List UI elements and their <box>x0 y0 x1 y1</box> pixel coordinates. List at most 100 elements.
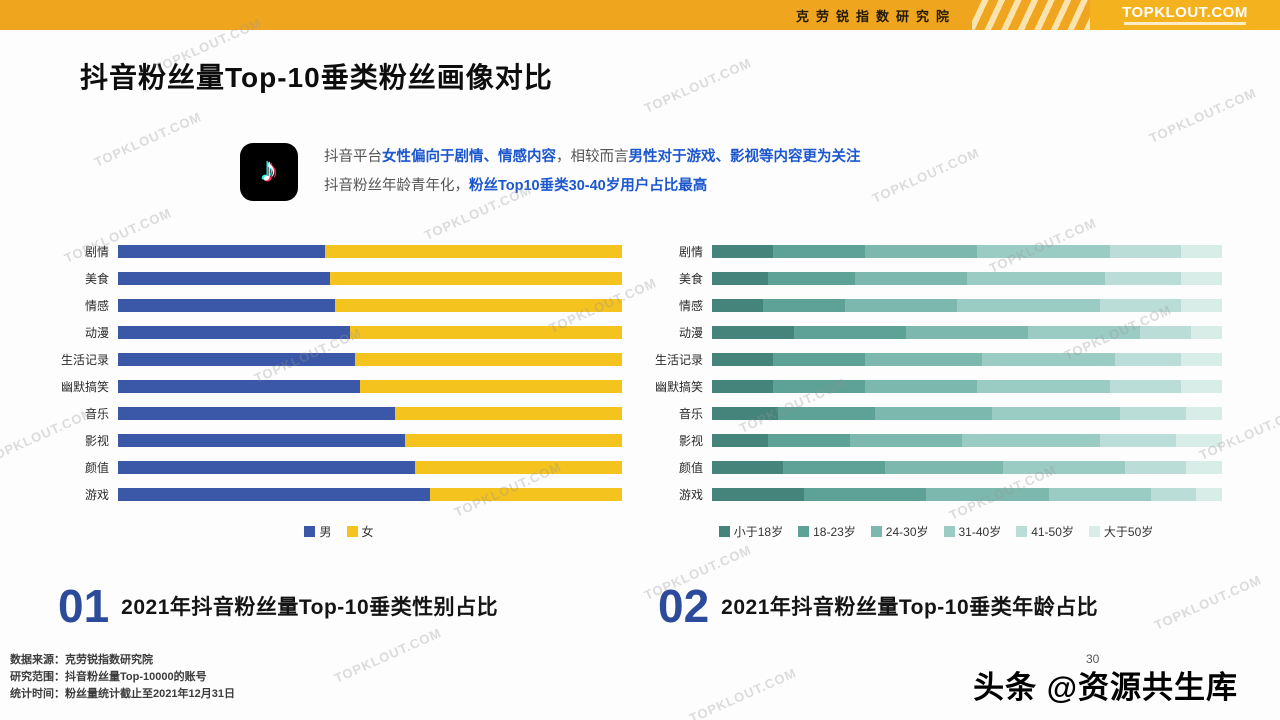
chart-row: 情感 <box>56 292 622 319</box>
category-label: 音乐 <box>84 407 109 421</box>
bar-segment <box>885 461 1003 474</box>
bar-segment <box>329 272 622 285</box>
bar-segment <box>712 353 774 366</box>
stacked-bar <box>712 488 1222 501</box>
intro-plain: ，相较而言 <box>556 149 629 165</box>
category-label: 幽默搞笑 <box>654 380 703 394</box>
caption-number: 01 <box>58 580 110 632</box>
gender-chart: 剧情 美食 情感 动漫 生活记录 幽默搞笑 音乐 影视 颜值 游戏 男女 <box>56 238 622 540</box>
bar-segment <box>864 380 978 393</box>
legend-item: 31-40岁 <box>943 523 1001 540</box>
bar-segment <box>118 461 416 474</box>
category-label: 动漫 <box>678 326 703 340</box>
stacked-bar <box>712 353 1222 366</box>
intro-plain: 抖音粉丝年龄青年化， <box>324 178 469 194</box>
bar-segment <box>712 488 804 501</box>
bar-segment <box>118 326 350 339</box>
bar-segment <box>712 272 769 285</box>
chart-rows: 剧情 美食 情感 动漫 生活记录 幽默搞笑 音乐 影视 颜值 游戏 <box>650 238 1222 508</box>
legend-label: 大于50岁 <box>1103 525 1154 539</box>
bar-segment <box>961 434 1100 447</box>
stacked-bar <box>712 461 1222 474</box>
bar-segment <box>118 407 396 420</box>
age-chart: 剧情 美食 情感 动漫 生活记录 幽默搞笑 音乐 影视 颜值 游戏 小于18岁 18-23岁 24-3… <box>650 238 1222 540</box>
chart-row: 影视 <box>56 427 622 454</box>
bar-segment <box>430 488 622 501</box>
chart-row: 剧情 <box>650 238 1222 265</box>
chart-legend: 男女 <box>56 523 622 540</box>
bar-segment <box>1109 380 1182 393</box>
stacked-bar <box>118 299 622 312</box>
bar-segment <box>977 245 1110 258</box>
stacked-bar <box>712 272 1222 285</box>
legend-item: 24-30岁 <box>870 523 929 540</box>
music-note-icon: ♪ <box>260 150 278 189</box>
legend-item: 18-23岁 <box>798 523 856 540</box>
legend-item: 41-50岁 <box>1016 523 1074 540</box>
chart-row: 影视 <box>650 427 1222 454</box>
intro-highlight: 粉丝Top10垂类30-40岁用户占比最高 <box>469 178 708 194</box>
footnote-line: 研究范围：抖音粉丝量Top-10000的账号 <box>10 671 207 683</box>
bar-segment <box>1186 407 1222 420</box>
bar-segment <box>1099 299 1182 312</box>
caption-age: 02 2021年抖音粉丝量Top-10垂类年龄占比 <box>658 583 1098 629</box>
topklout-logo-text: TOPKLOUT.COM <box>1122 4 1248 21</box>
legend-swatch <box>870 526 882 537</box>
bar-segment <box>712 380 774 393</box>
bar-segment <box>1048 488 1151 501</box>
bar-segment <box>854 272 967 285</box>
legend-swatch <box>304 526 316 537</box>
bar-segment <box>844 299 957 312</box>
bar-segment <box>349 326 622 339</box>
category-label: 美食 <box>84 272 109 286</box>
topklout-watermark: TOPKLOUT.COM <box>331 625 444 686</box>
chart-legend: 小于18岁 18-23岁 24-30岁 31-40岁 41-50岁 大于50岁 <box>650 523 1222 540</box>
bar-segment <box>359 380 622 393</box>
caption-text: 2021年抖音粉丝量Top-10垂类年龄占比 <box>721 596 1099 619</box>
category-label: 生活记录 <box>60 353 109 367</box>
topklout-watermark: TOPKLOUT.COM <box>686 665 799 720</box>
legend-label: 男 <box>319 525 332 539</box>
caption-text: 2021年抖音粉丝量Top-10垂类性别占比 <box>121 596 499 619</box>
bar-segment <box>1181 353 1222 366</box>
bar-segment <box>1181 380 1222 393</box>
chart-row: 生活记录 <box>650 346 1222 373</box>
bar-segment <box>1002 461 1126 474</box>
legend-swatch <box>1088 526 1100 537</box>
bar-segment <box>118 380 360 393</box>
category-label: 游戏 <box>678 488 703 502</box>
page-number: 30 <box>1086 652 1100 666</box>
bar-segment <box>1099 434 1177 447</box>
bar-segment <box>778 407 876 420</box>
stacked-bar <box>118 272 622 285</box>
chart-row: 颜值 <box>56 454 622 481</box>
chart-row: 动漫 <box>650 319 1222 346</box>
stacked-bar <box>118 353 622 366</box>
chart-row: 音乐 <box>650 400 1222 427</box>
bar-segment <box>712 245 774 258</box>
bar-segment <box>1181 245 1222 258</box>
bar-segment <box>118 488 431 501</box>
legend-label: 41-50岁 <box>1031 525 1074 539</box>
intro-section: ♪ 抖音平台女性偏向于剧情、情感内容，相较而言男性对于游戏、影视等内容更为关注抖… <box>240 143 861 201</box>
intro-plain: 抖音平台 <box>324 149 382 165</box>
category-label: 音乐 <box>678 407 703 421</box>
bar-segment <box>1191 326 1222 339</box>
bar-segment <box>783 461 886 474</box>
legend-item: 女 <box>346 523 374 540</box>
topklout-watermark: TOPKLOUT.COM <box>869 145 982 206</box>
bar-segment <box>768 272 855 285</box>
stacked-bar <box>712 245 1222 258</box>
bar-segment <box>1028 326 1141 339</box>
bar-segment <box>118 245 325 258</box>
stacked-bar <box>118 245 622 258</box>
bar-segment <box>1196 488 1222 501</box>
bar-segment <box>977 380 1110 393</box>
chart-row: 动漫 <box>56 319 622 346</box>
footnote-line: 数据来源：克劳锐指数研究院 <box>10 654 153 666</box>
chart-row: 美食 <box>650 265 1222 292</box>
bar-segment <box>773 245 865 258</box>
institute-label: 克劳锐指数研究院 <box>795 8 956 24</box>
bar-segment <box>1125 461 1187 474</box>
